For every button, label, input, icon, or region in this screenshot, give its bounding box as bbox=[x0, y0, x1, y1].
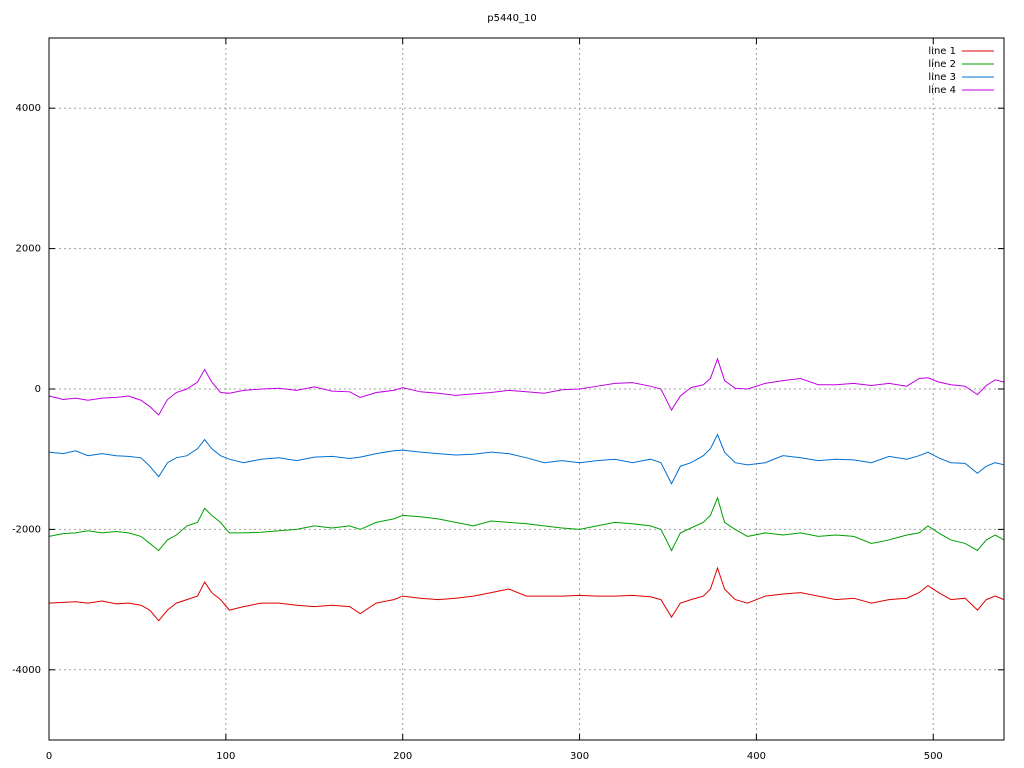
x-tick-label: 300 bbox=[570, 751, 589, 762]
series-line bbox=[48, 433, 1005, 485]
x-tick-label: 400 bbox=[747, 751, 766, 762]
series-line bbox=[48, 566, 1005, 622]
legend-label: line 1 bbox=[928, 46, 956, 57]
legend: line 1 line 2 line 3 line 4 bbox=[928, 46, 994, 96]
series-line bbox=[48, 496, 1005, 552]
legend-label: line 2 bbox=[928, 59, 956, 70]
legend-label: line 4 bbox=[928, 85, 956, 96]
y-tick-label: -2000 bbox=[12, 524, 41, 535]
grid bbox=[48, 38, 1004, 740]
chart-title: p5440_10 bbox=[487, 13, 537, 24]
series-line bbox=[48, 357, 1005, 416]
x-tick-label: 500 bbox=[924, 751, 943, 762]
plot-area bbox=[48, 357, 1005, 622]
x-tick-label: 0 bbox=[46, 751, 52, 762]
y-tick-label: 0 bbox=[35, 384, 41, 395]
legend-label: line 3 bbox=[928, 72, 956, 83]
axes-frame bbox=[48, 37, 1005, 741]
x-tick-label: 200 bbox=[393, 751, 412, 762]
x-tick-label: 100 bbox=[216, 751, 235, 762]
y-tick-label: 4000 bbox=[16, 103, 41, 114]
y-tick-label: -4000 bbox=[12, 665, 41, 676]
y-tick-label: 2000 bbox=[16, 244, 41, 255]
